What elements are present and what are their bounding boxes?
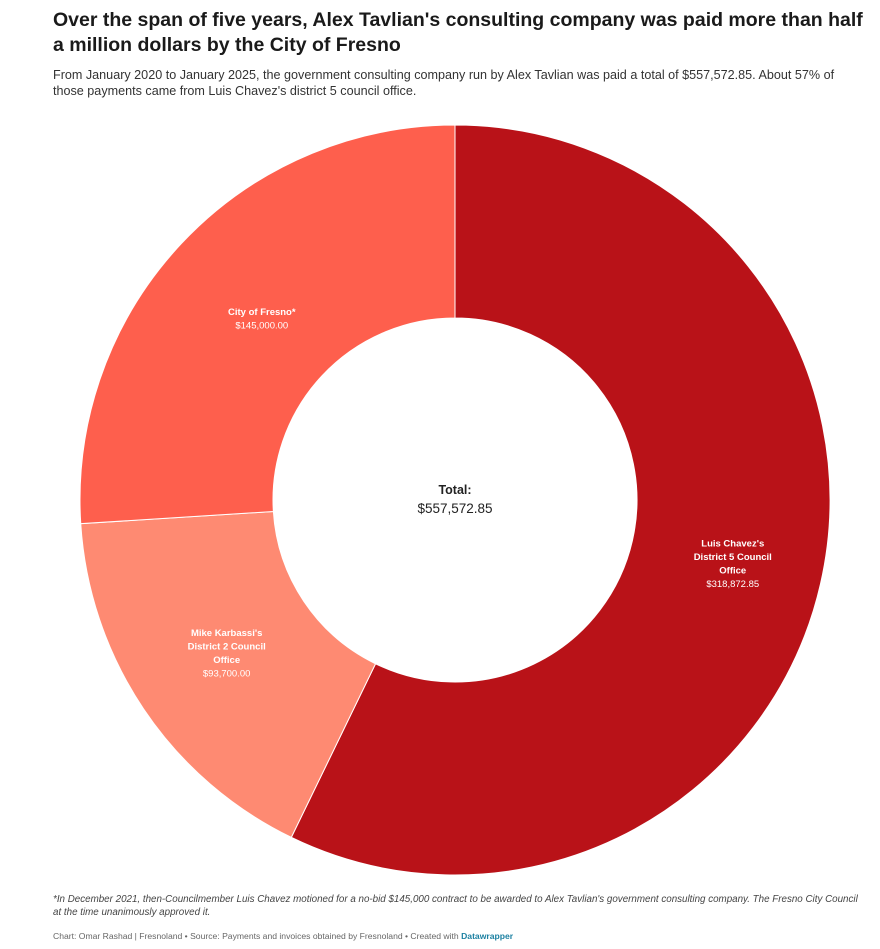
- donut-slice-1[interactable]: [290, 124, 831, 876]
- slice-name-line: Mike Karbassi's: [191, 628, 262, 639]
- slice-value-label: $145,000.00: [235, 320, 288, 331]
- donut-slice-3[interactable]: [79, 124, 456, 525]
- chart-credit: Chart: Omar Rashad | Fresnoland • Source…: [53, 930, 863, 942]
- slice-label-2: Mike Karbassi's District 2 Council Office $…: [188, 628, 266, 680]
- slice-labels: Luis Chavez's District 5 Council Office $31…: [188, 307, 772, 680]
- credit-text: Chart: Omar Rashad | Fresnoland • Source…: [53, 931, 459, 941]
- chart-subtitle: From January 2020 to January 2025, the g…: [53, 68, 835, 98]
- center-total-label: Total:: [438, 483, 471, 497]
- slice-name-line: Luis Chavez's: [701, 539, 764, 550]
- slice-name-line: Office: [719, 566, 746, 577]
- slice-name-line: District 2 Council: [188, 642, 266, 653]
- footnote: *In December 2021, then-Councilmember Lu…: [53, 894, 858, 918]
- donut-slices: [79, 124, 831, 876]
- slice-value-label: $318,872.85: [706, 579, 759, 590]
- center-total-value: $557,572.85: [417, 501, 492, 516]
- slice-name-line: District 5 Council: [694, 552, 772, 563]
- slice-name-line: City of Fresno*: [228, 307, 296, 318]
- chart-title: Over the span of five years, Alex Tavlia…: [53, 9, 863, 56]
- slice-value-label: $93,700.00: [203, 669, 251, 680]
- donut-slice-2[interactable]: [80, 510, 377, 839]
- slice-name-line: Office: [213, 655, 240, 666]
- slice-label-3: City of Fresno* $145,000.00: [228, 307, 296, 332]
- slice-label-1: Luis Chavez's District 5 Council Office $31…: [694, 539, 772, 591]
- datawrapper-link[interactable]: Datawrapper: [461, 931, 514, 941]
